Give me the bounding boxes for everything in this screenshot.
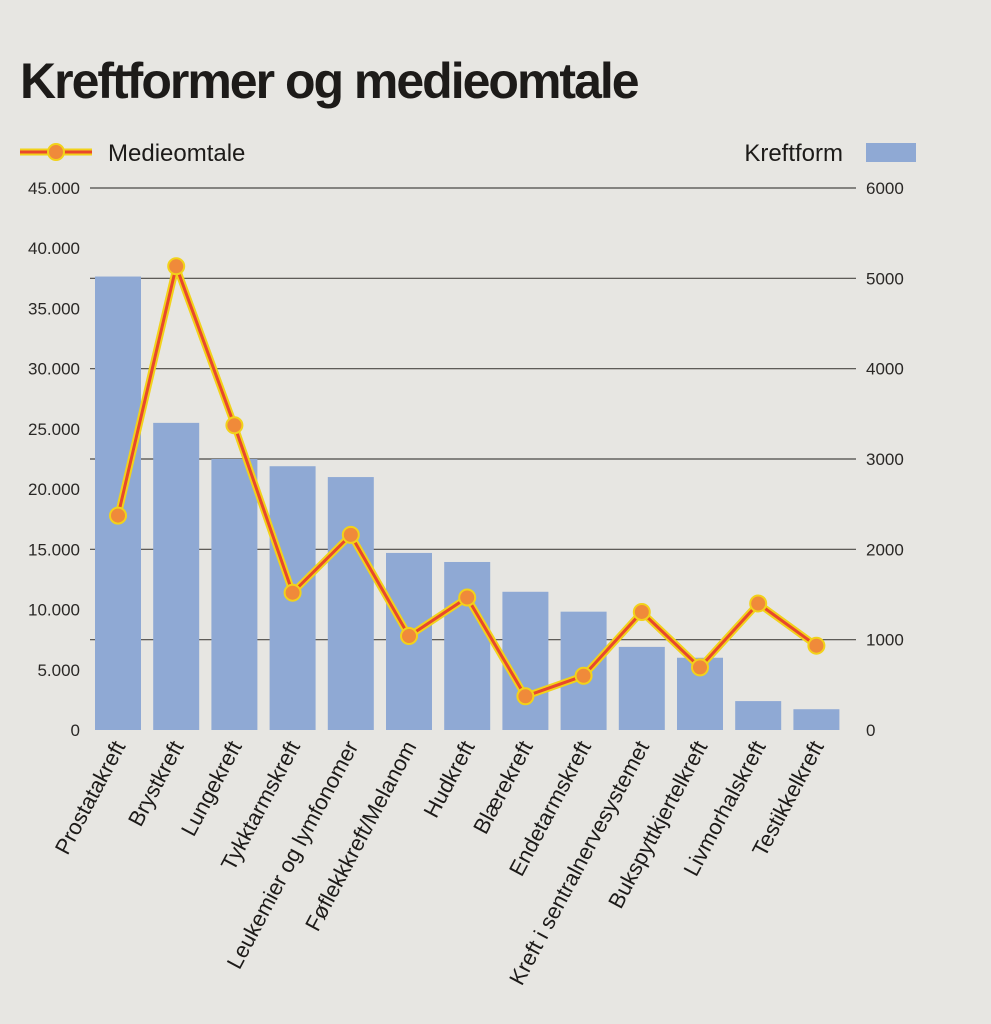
bar-Hudkreft	[444, 561, 491, 730]
chart-title: Kreftformer og medieomtale	[20, 53, 640, 109]
legend-medieomtale-label: Medieomtale	[108, 140, 245, 167]
legend-bar-swatch	[866, 143, 916, 162]
left-tick-label: 0	[71, 721, 80, 740]
right-tick-label: 1000	[866, 631, 904, 650]
media-point-Livmorhalskreft	[749, 594, 768, 613]
media-point-Brystkreft	[167, 257, 186, 276]
left-tick-label: 35.000	[28, 299, 80, 318]
legend-kreftform-label: Kreftform	[744, 140, 843, 167]
left-tick-label: 45.000	[28, 179, 80, 198]
left-tick-label: 15.000	[28, 540, 80, 559]
media-point-Blærekreft	[516, 687, 535, 706]
right-tick-label: 5000	[866, 269, 904, 288]
left-tick-label: 30.000	[28, 360, 80, 379]
media-point-Testikkelkreft	[807, 636, 826, 655]
media-point-Endetarmskreft	[574, 666, 593, 685]
category-labels: ProstatakreftBrystkreftLungekreftTykktar…	[50, 737, 829, 989]
media-point-Føflekkkreft/Melanom	[400, 627, 418, 646]
category-label: Brystkreft	[123, 737, 189, 831]
left-tick-label: 5.000	[37, 661, 80, 680]
right-tick-label: 0	[866, 721, 875, 740]
media-point-Kreft i sentralnervesystemet	[632, 602, 651, 621]
legend: Medieomtale Kreftform	[20, 140, 916, 167]
right-tick-label: 3000	[866, 450, 904, 469]
bar-Leukemier og lymfonomer	[327, 477, 374, 730]
bar-Blærekreft	[502, 591, 549, 730]
media-point-Leukemier og lymfonomer	[341, 525, 360, 544]
media-point-Hudkreft	[458, 588, 477, 607]
left-tick-label: 25.000	[28, 420, 80, 439]
bar-Livmorhalskreft	[735, 701, 782, 730]
line-series	[109, 257, 826, 706]
right-tick-label: 6000	[866, 179, 904, 198]
bar-Brystkreft	[153, 422, 200, 730]
left-tick-label: 10.000	[28, 601, 80, 620]
left-tick-label: 20.000	[28, 480, 80, 499]
left-axis-ticks: 0 5.000 10.000 15.000 20.000 25.000 30.000 35.0…	[28, 179, 80, 740]
right-tick-label: 2000	[866, 540, 904, 559]
bar-Lungekreft	[211, 459, 258, 730]
category-label: Prostatakreft	[50, 737, 131, 859]
media-point-Prostatakreft	[109, 506, 127, 525]
right-tick-label: 4000	[866, 360, 904, 379]
left-tick-label: 40.000	[28, 239, 80, 258]
category-label: Føflekkkreft/Melanom	[300, 737, 421, 935]
bar-Kreft i sentralnervesystemet	[618, 646, 665, 730]
category-label: Hudkreft	[419, 737, 480, 822]
media-point-Lungekreft	[225, 416, 244, 435]
legend-line-marker	[47, 143, 65, 161]
bar-Testikkelkreft	[793, 709, 840, 730]
right-axis-ticks: 0 1000 2000 3000 4000 5000 6000	[866, 179, 904, 740]
media-point-Tykktarmskreft	[283, 583, 302, 602]
media-point-Bukspyttkjertelkreft	[691, 658, 709, 677]
